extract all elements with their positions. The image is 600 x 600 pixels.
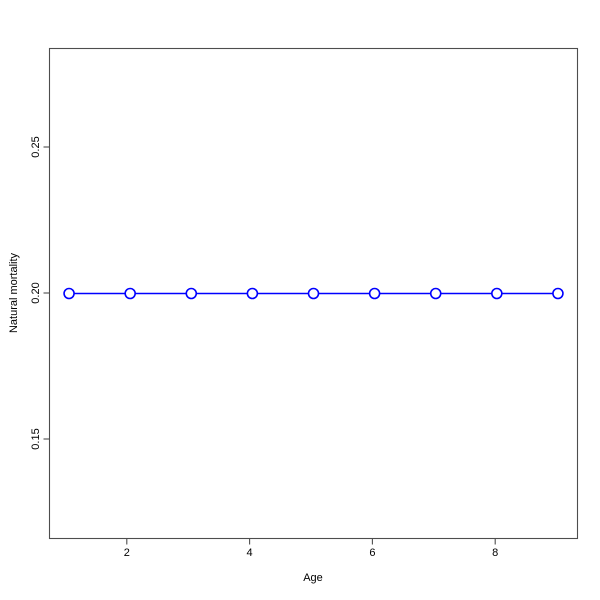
series-markers	[63, 287, 564, 300]
data-point	[491, 287, 503, 300]
x-tick-label-6: 6	[369, 547, 375, 559]
data-point	[307, 287, 320, 300]
y-tick-label-0.25: 0.25	[30, 136, 42, 157]
x-axis-ticks	[126, 538, 496, 545]
y-axis-tick-labels: 0.25 0.20 0.15	[30, 136, 42, 449]
y-axis-ticks	[43, 146, 50, 440]
x-axis-title: Age	[303, 572, 323, 584]
x-tick-label-8: 8	[492, 547, 498, 559]
data-point	[185, 287, 198, 300]
data-point	[552, 287, 564, 300]
data-series-natural-mortality	[63, 287, 564, 300]
x-tick-label-4: 4	[247, 547, 253, 559]
y-tick-label-0.20: 0.20	[30, 282, 42, 303]
y-tick-label-0.15: 0.15	[30, 428, 42, 449]
data-point	[429, 287, 442, 300]
data-point	[63, 287, 75, 300]
y-axis-title: Natural mortality	[8, 252, 20, 333]
data-point	[246, 287, 259, 300]
x-axis-tick-labels: 2 4 6 8	[124, 547, 499, 559]
data-point	[368, 287, 381, 300]
data-point	[124, 287, 136, 300]
x-tick-label-2: 2	[124, 547, 130, 559]
